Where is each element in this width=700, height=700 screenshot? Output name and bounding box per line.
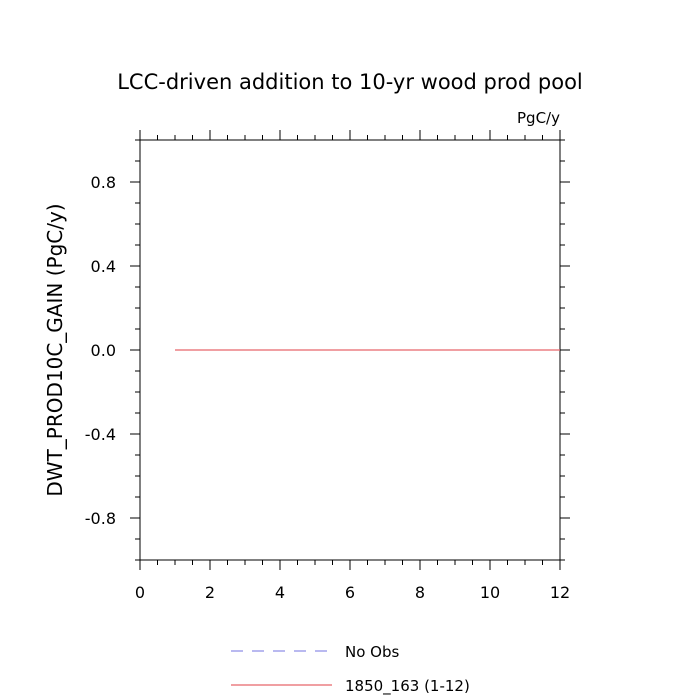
x-tick-label: 8: [415, 583, 425, 602]
x-tick-label: 12: [550, 583, 570, 602]
legend-label: 1850_163 (1-12): [345, 677, 470, 696]
legend-label: No Obs: [345, 643, 399, 661]
axis-ticks: 0 2 4 6 8 10 12 -0.8 -0.4 0.0 0.4 0.8: [85, 130, 570, 602]
x-tick-label: 6: [345, 583, 355, 602]
y-tick-label: 0.4: [91, 257, 116, 276]
y-tick-label: -0.8: [85, 509, 116, 528]
y-tick-label: 0.0: [91, 341, 116, 360]
x-tick-label: 0: [135, 583, 145, 602]
x-tick-label: 4: [275, 583, 285, 602]
y-tick-label: -0.4: [85, 425, 116, 444]
x-tick-label: 2: [205, 583, 215, 602]
y-axis-label: DWT_PROD10C_GAIN (PgC/y): [43, 203, 67, 496]
legend: No Obs 1850_163 (1-12): [231, 643, 470, 696]
chart-title: LCC-driven addition to 10-yr wood prod p…: [117, 70, 583, 94]
x-tick-label: 10: [480, 583, 500, 602]
y-tick-label: 0.8: [91, 173, 116, 192]
units-label: PgC/y: [517, 109, 560, 127]
